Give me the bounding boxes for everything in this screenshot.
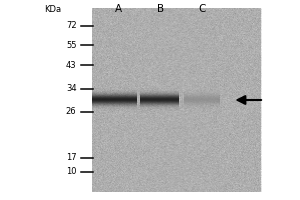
Text: 43: 43 bbox=[66, 60, 76, 70]
Text: KDa: KDa bbox=[44, 4, 61, 14]
Text: 34: 34 bbox=[66, 84, 76, 93]
Bar bbox=[92, 8, 261, 192]
Text: B: B bbox=[157, 4, 164, 14]
Text: 10: 10 bbox=[66, 168, 76, 176]
Text: 26: 26 bbox=[66, 108, 76, 116]
Text: A: A bbox=[115, 4, 122, 14]
Text: 55: 55 bbox=[66, 40, 76, 49]
Text: 72: 72 bbox=[66, 21, 76, 30]
Text: C: C bbox=[199, 4, 206, 14]
Text: 17: 17 bbox=[66, 154, 76, 162]
